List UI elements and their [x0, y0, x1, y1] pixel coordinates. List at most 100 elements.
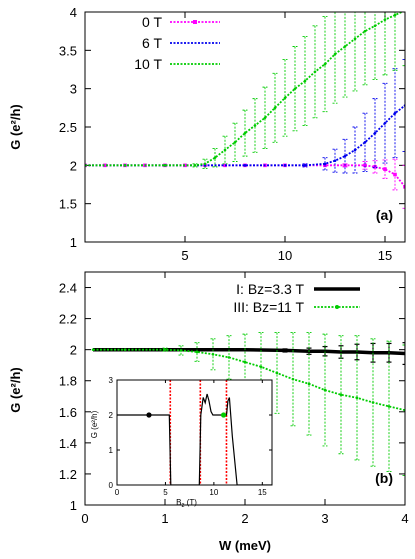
data-point: [253, 124, 257, 127]
marker-point: [220, 412, 227, 418]
y-tick-label: 1: [109, 446, 114, 455]
series-line: [93, 348, 405, 412]
data-point: [227, 356, 231, 359]
y-tick-label: 2: [70, 343, 77, 358]
data-point: [343, 45, 347, 48]
data-point: [393, 111, 397, 115]
y-tick-label: 3: [70, 82, 77, 97]
y-tick-label: 2: [109, 411, 114, 420]
y-tick-label: 1.6: [59, 405, 77, 420]
data-point: [333, 52, 337, 56]
series-line: [117, 393, 272, 485]
data-point: [123, 348, 127, 351]
panel-b: 0 1 2 3 411.21.41.61.822.22.4G (e²/h)W (meV)…: [8, 271, 409, 553]
legend-label: III: Bz=11 T: [233, 299, 304, 315]
data-point: [223, 148, 227, 152]
plot-frame: [116, 379, 273, 486]
x-tick-label: 2: [241, 511, 248, 526]
x-tick-label: 0: [81, 511, 88, 526]
data-point: [363, 163, 367, 168]
data-point: [91, 348, 95, 351]
panel-label: (a): [376, 207, 393, 223]
data-point: [303, 164, 307, 167]
data-point: [273, 106, 277, 110]
marker-point: [146, 412, 152, 418]
data-point: [404, 9, 407, 12]
y-tick-label: 1.5: [59, 197, 77, 212]
x-axis-label-main: B: [176, 498, 181, 507]
data-point: [275, 371, 279, 375]
y-tick-label: 3.5: [59, 43, 77, 58]
x-tick-label: 15: [258, 488, 267, 497]
data-point: [243, 360, 247, 364]
legend-label: 6 T: [142, 35, 162, 51]
plot-frame: [84, 11, 406, 243]
series-3: [85, 9, 407, 169]
y-axis-label: G (e²/h): [8, 104, 23, 150]
x-tick-label: 4: [401, 511, 408, 526]
data-layer: [117, 393, 272, 485]
x-axis-label: W (meV): [219, 538, 271, 553]
x-tick-label: 1: [161, 511, 168, 526]
data-point: [123, 164, 127, 167]
data-point: [353, 37, 357, 41]
series-1: [117, 393, 272, 485]
y-tick-label: 0: [109, 481, 114, 490]
y-axis-label: G (e²/h): [8, 367, 23, 413]
legend-marker: [193, 20, 197, 24]
plot-frame: [84, 271, 406, 506]
data-point: [163, 348, 167, 351]
data-point: [363, 141, 367, 144]
data-point: [353, 148, 357, 152]
panel-a: 5 10 15 1 1.5 2 2.5 3 3.5 4 G (e²/h) (a) 0 T 6 T 10 T: [8, 5, 407, 263]
y-tick-label: 3: [109, 376, 114, 385]
data-point: [103, 163, 107, 168]
panel-label: (b): [375, 470, 393, 486]
x-tick-label: 0: [115, 488, 120, 497]
y-axis-label: G (e²/h): [90, 410, 99, 438]
data-point: [355, 396, 359, 400]
legend-label: 10 T: [134, 56, 162, 72]
y-tick-label: 1.2: [59, 467, 77, 482]
data-point: [393, 172, 397, 177]
data-point: [283, 164, 287, 167]
data-point: [393, 13, 397, 17]
x-axis-label: Bz (T): [176, 498, 197, 509]
series-line: [85, 164, 405, 188]
data-point: [383, 167, 387, 171]
legend-label: I: Bz=3.3 T: [236, 281, 304, 297]
y-tick-label: 1.4: [59, 436, 77, 451]
data-point: [163, 164, 167, 167]
data-point: [283, 96, 287, 100]
data-point: [193, 164, 197, 167]
x-tick-label: 15: [378, 248, 392, 263]
x-tick-label: 10: [278, 248, 292, 263]
data-point: [213, 156, 217, 159]
data-point: [303, 79, 307, 83]
y-tick-label: 1: [70, 498, 77, 513]
y-tick-label: 2: [70, 158, 77, 173]
data-point: [323, 62, 327, 66]
data-point: [383, 121, 387, 125]
data-point: [339, 393, 343, 397]
data-point: [371, 401, 375, 404]
data-point: [211, 353, 215, 356]
x-axis-label-unit: (T): [184, 498, 197, 507]
data-point: [293, 87, 297, 90]
inset-background: [117, 380, 272, 485]
data-point: [403, 185, 405, 189]
data-point: [323, 162, 327, 166]
y-tick-label: 1.8: [59, 374, 77, 389]
x-axis-label-sub: z: [181, 503, 184, 509]
data-point: [259, 365, 263, 369]
y-tick-label: 4: [70, 5, 77, 20]
data-point: [363, 29, 367, 33]
legend-label: 0 T: [142, 14, 162, 30]
data-point: [387, 405, 391, 408]
data-point: [243, 131, 247, 135]
x-tick-label: 5: [163, 488, 168, 497]
data-point: [373, 131, 377, 135]
y-tick-label: 1: [70, 235, 77, 250]
data-point: [233, 141, 237, 144]
